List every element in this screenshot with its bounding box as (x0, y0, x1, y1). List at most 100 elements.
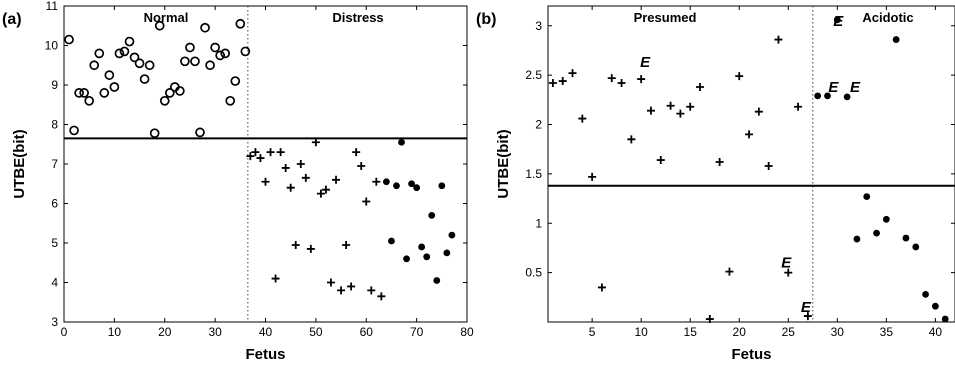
data-point-open-circle (69, 125, 79, 136)
data-point-filled-circle (853, 235, 861, 243)
data-point-open-circle (84, 95, 95, 106)
data-point-filled-circle (438, 182, 446, 190)
x-axis-label: Fetus (731, 346, 771, 363)
data-point-plus (306, 244, 315, 253)
data-point-plus (316, 189, 325, 198)
data-point-open-circle (129, 52, 140, 63)
y-tick-label: 5 (51, 236, 58, 250)
data-point-open-circle (79, 88, 90, 98)
data-point-plus (286, 183, 295, 192)
data-point-open-circle (89, 60, 100, 71)
data-point-open-circle (74, 88, 84, 98)
data-point-plus (686, 102, 695, 111)
data-point-plus (301, 173, 310, 182)
data-point-open-circle (195, 127, 205, 138)
y-tick-label: 8 (51, 118, 58, 132)
data-point-plus (617, 79, 626, 88)
data-point-plus (558, 77, 567, 86)
data-point-open-circle (235, 18, 246, 29)
data-point-open-circle (114, 48, 125, 59)
data-point-plus (794, 102, 803, 111)
x-tick-label: 10 (634, 325, 648, 339)
data-point-filled-circle (398, 138, 405, 146)
data-point-plus (725, 267, 734, 276)
data-point-filled-circle (941, 315, 949, 323)
data-point-open-circle (64, 34, 74, 45)
annotation-e-label: E (850, 79, 861, 96)
data-point-filled-circle (413, 184, 421, 192)
y-axis-label: UTBE(bit) (11, 129, 28, 198)
data-point-plus (597, 283, 606, 292)
data-point-plus (568, 69, 577, 78)
data-point-open-circle (109, 82, 120, 92)
data-point-plus (357, 161, 366, 170)
data-point-plus (372, 177, 381, 186)
data-point-plus (803, 312, 812, 321)
x-tick-label: 35 (880, 325, 894, 339)
x-tick-label: 50 (309, 325, 323, 339)
data-point-plus (311, 138, 320, 147)
data-point-plus (705, 315, 714, 324)
y-tick-label: 11 (46, 0, 59, 13)
y-tick-label: 2 (535, 118, 542, 132)
data-point-filled-circle (843, 93, 851, 101)
y-tick-label: 10 (45, 39, 59, 53)
x-tick-label: 80 (460, 325, 474, 339)
data-point-plus (266, 148, 275, 157)
data-point-plus (362, 197, 371, 206)
data-point-plus (607, 74, 616, 83)
x-tick-label: 40 (259, 325, 273, 339)
data-point-filled-circle (833, 16, 841, 24)
x-tick-label: 40 (929, 325, 943, 339)
data-point-filled-circle (814, 92, 822, 100)
data-point-open-circle (139, 74, 150, 84)
data-point-filled-circle (388, 237, 395, 245)
annotation-e-label: E (801, 299, 812, 316)
data-point-filled-circle (448, 231, 456, 239)
data-point-filled-circle (902, 234, 910, 242)
data-point-open-circle (149, 128, 160, 139)
data-point-plus (696, 82, 705, 91)
region-label: Distress (332, 10, 383, 25)
plot-frame (547, 5, 955, 323)
data-point-plus (637, 75, 646, 84)
data-point-plus (646, 106, 655, 115)
data-point-plus (296, 160, 305, 168)
data-point-plus (326, 278, 335, 287)
data-point-plus (246, 152, 255, 161)
data-point-open-circle (159, 95, 170, 106)
data-point-filled-circle (922, 290, 929, 298)
x-tick-label: 10 (108, 325, 122, 339)
panel-label: (a) (2, 11, 22, 28)
x-tick-label: 20 (158, 325, 172, 339)
data-point-open-circle (175, 86, 185, 96)
data-point-plus (377, 292, 386, 301)
data-point-plus (578, 114, 587, 123)
y-tick-label: 7 (51, 157, 58, 171)
data-point-filled-circle (912, 243, 920, 251)
annotation-e-label: E (828, 79, 839, 96)
data-point-filled-circle (863, 193, 871, 200)
data-point-open-circle (154, 20, 165, 31)
data-point-plus (666, 101, 675, 110)
data-point-open-circle (215, 50, 226, 61)
annotation-e-label: E (781, 255, 792, 272)
data-point-open-circle (104, 70, 115, 80)
data-point-plus (656, 156, 665, 165)
panel-b-chart: 5 10 15 20 25 30 35 40 0.5 1 1.5 2 2.5 3 Fetus UTBE(bit… (476, 5, 955, 363)
annotation-e-label: E (833, 13, 844, 30)
data-point-plus (774, 35, 783, 44)
data-point-filled-circle (393, 182, 400, 190)
data-point-open-circle (190, 56, 200, 67)
region-label: Normal (144, 10, 189, 25)
data-point-filled-circle (418, 243, 426, 251)
data-point-plus (764, 161, 773, 170)
data-point-open-circle (225, 95, 236, 106)
data-point-plus (342, 240, 351, 249)
y-axis-label: UTBE(bit) (495, 129, 512, 198)
x-tick-label: 30 (831, 325, 845, 339)
data-point-filled-circle (824, 92, 831, 100)
data-point-open-circle (134, 58, 145, 69)
data-point-filled-circle (882, 215, 890, 223)
data-point-plus (337, 286, 346, 295)
